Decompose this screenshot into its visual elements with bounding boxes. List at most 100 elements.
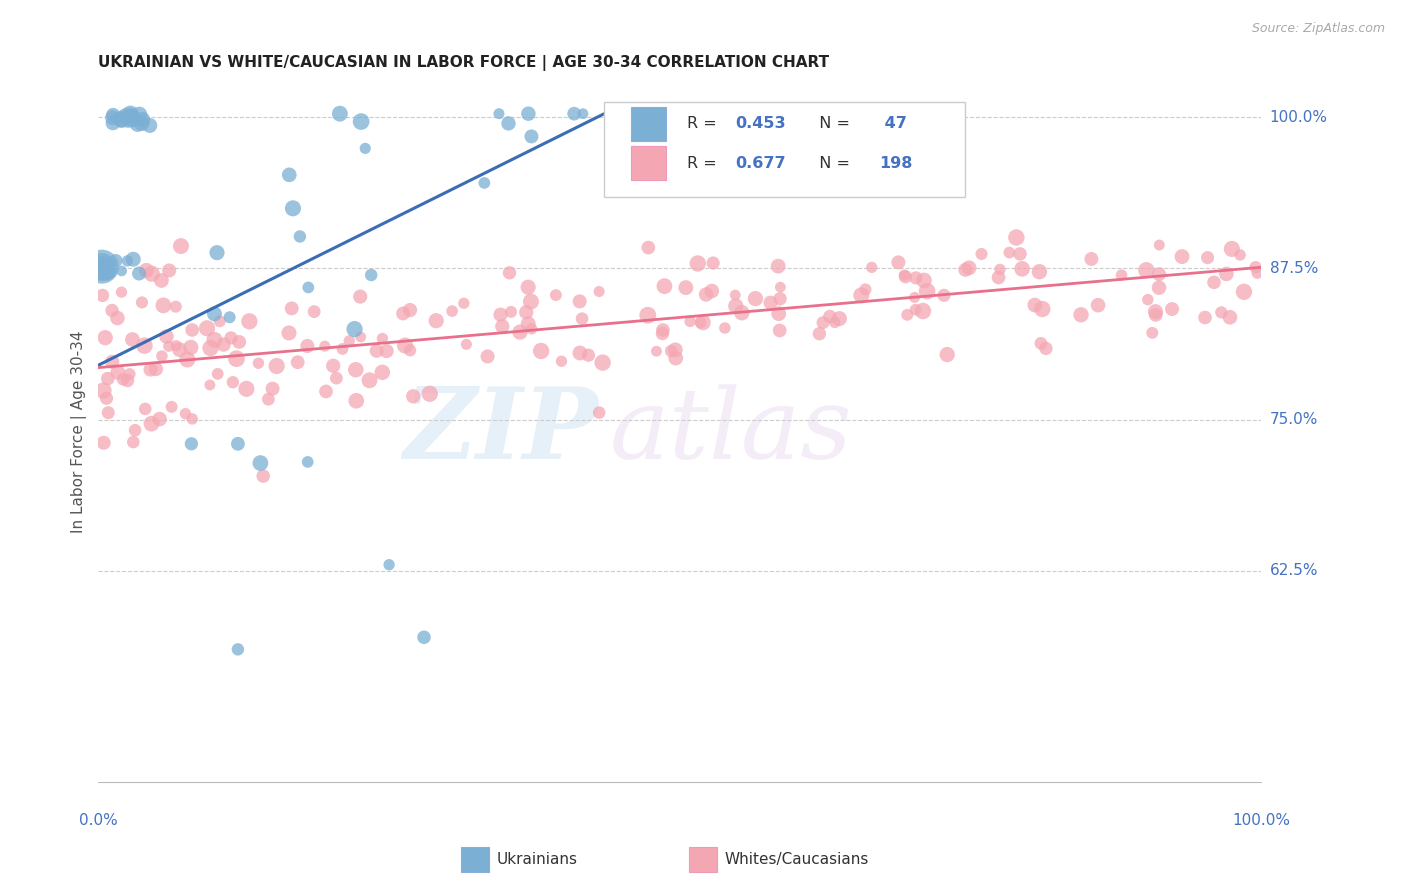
Point xyxy=(359,373,381,387)
Point xyxy=(225,351,247,366)
Point xyxy=(101,303,124,318)
Point xyxy=(568,346,591,360)
Point xyxy=(288,229,311,244)
Point xyxy=(281,202,304,216)
FancyBboxPatch shape xyxy=(631,146,666,180)
Point xyxy=(378,558,401,572)
Point xyxy=(1111,268,1133,282)
Point xyxy=(131,116,153,130)
Point xyxy=(530,343,553,358)
Point xyxy=(218,310,240,325)
Point xyxy=(520,322,543,336)
Text: Whites/Caucasians: Whites/Caucasians xyxy=(724,853,869,867)
Point xyxy=(957,260,980,275)
Point xyxy=(571,311,593,326)
Point xyxy=(122,252,145,267)
Point xyxy=(851,288,873,302)
Text: 0.0%: 0.0% xyxy=(79,813,118,828)
Point xyxy=(107,311,129,326)
Point xyxy=(824,315,846,329)
FancyBboxPatch shape xyxy=(631,107,666,141)
Point xyxy=(955,262,977,277)
Point xyxy=(297,280,319,294)
Point xyxy=(517,317,540,331)
Point xyxy=(262,382,284,396)
Point xyxy=(200,341,222,355)
Point xyxy=(90,260,112,274)
Point xyxy=(1202,275,1225,289)
Point xyxy=(1029,336,1052,351)
Point xyxy=(664,343,686,357)
Point xyxy=(252,469,274,483)
Point xyxy=(219,331,242,345)
Point xyxy=(139,362,162,376)
Point xyxy=(118,367,141,381)
Point xyxy=(578,348,600,362)
Point xyxy=(90,260,112,274)
Point xyxy=(724,299,747,313)
Point xyxy=(322,359,344,373)
Point xyxy=(860,260,883,275)
Text: R =: R = xyxy=(688,116,721,131)
Point xyxy=(157,339,180,353)
Point xyxy=(344,363,367,377)
Point xyxy=(94,331,117,345)
Point xyxy=(266,359,288,373)
Point xyxy=(121,333,143,347)
Point xyxy=(350,114,373,128)
Point xyxy=(117,374,139,388)
Point xyxy=(222,376,245,390)
Text: 100.0%: 100.0% xyxy=(1233,813,1291,828)
Point xyxy=(413,630,436,644)
Point xyxy=(371,365,394,379)
Point xyxy=(297,339,319,353)
Point xyxy=(904,271,927,285)
Text: 198: 198 xyxy=(879,156,912,170)
Point xyxy=(714,321,737,335)
Point xyxy=(104,253,127,268)
Point xyxy=(1229,248,1251,262)
Point xyxy=(112,372,135,386)
Point xyxy=(1070,308,1092,322)
Point xyxy=(893,268,915,283)
Point xyxy=(117,253,139,268)
Point xyxy=(1136,293,1159,307)
Point xyxy=(1005,230,1028,244)
Point xyxy=(568,294,591,309)
Point xyxy=(278,326,301,340)
Point xyxy=(1024,298,1046,312)
Point xyxy=(354,141,377,155)
Point xyxy=(769,292,792,306)
Point xyxy=(169,343,191,357)
Point xyxy=(297,455,319,469)
Point xyxy=(101,116,124,130)
Point xyxy=(337,334,360,348)
Point xyxy=(394,338,416,352)
Point xyxy=(499,305,522,319)
Point xyxy=(515,305,537,319)
Point xyxy=(204,333,226,347)
Text: 100.0%: 100.0% xyxy=(1270,110,1327,125)
Point xyxy=(96,391,118,405)
Point xyxy=(402,389,425,403)
Point xyxy=(91,261,114,276)
Point xyxy=(441,304,464,318)
Point xyxy=(155,329,177,343)
Point xyxy=(1197,251,1219,265)
Point xyxy=(170,239,193,253)
Point xyxy=(332,342,354,356)
Point xyxy=(343,322,366,336)
Point xyxy=(204,307,226,321)
Point xyxy=(371,331,394,345)
Point xyxy=(235,382,257,396)
Point xyxy=(1211,305,1233,319)
Point xyxy=(1008,247,1031,261)
Point xyxy=(645,344,668,359)
Point xyxy=(205,245,228,260)
Point xyxy=(93,435,115,450)
Point xyxy=(1244,260,1267,275)
Point xyxy=(912,273,935,287)
Point xyxy=(325,371,347,385)
Point xyxy=(93,260,115,274)
Point xyxy=(257,392,280,407)
